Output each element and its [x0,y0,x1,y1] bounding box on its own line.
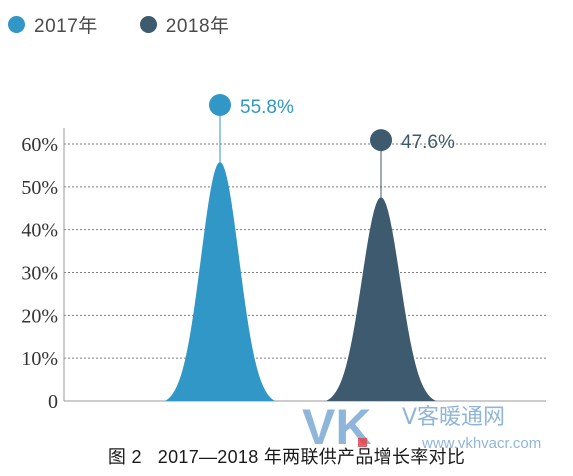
legend-swatch-2017 [8,15,25,33]
data-label: 55.8% [240,97,294,118]
watermark-site-name: V客暖通网 [402,405,505,430]
y-tick-label: 50% [21,177,58,199]
y-axis-ticks: 0 10% 20% 30% 40% 50% 60% [21,134,58,413]
watermark-url: www.vkhvacr.com [421,435,541,452]
peak-2017年 [165,162,275,401]
y-tick-label: 10% [21,348,58,370]
caption-text: 2017—2018 年两联供产品增长率对比 [157,447,466,467]
peak-marker [370,129,392,152]
legend-item-2017: 2017年 [8,11,98,38]
legend-label-2018: 2018年 [165,15,230,37]
grid-lines [64,143,546,359]
y-tick-label: 30% [21,263,58,285]
legend: 2017年 2018年 [8,10,272,38]
caption-figure-number: 图 2 [107,447,142,467]
peak-marker [209,93,231,116]
legend-label-2017: 2017年 [34,15,98,37]
peaks-layer: 55.8% 47.6% [165,93,455,401]
y-tick-label: 0 [48,391,58,413]
y-tick-label: 60% [21,134,58,156]
figure-caption: 图 2 2017—2018 年两联供产品增长率对比 [0,443,573,469]
y-tick-label: 20% [21,305,58,327]
watermark-logo: VK V客暖通网 www.vkhvacr.com [302,399,541,455]
data-label: 47.6% [401,132,455,153]
y-tick-label: 40% [21,220,58,242]
peak-2018年 [326,197,436,401]
legend-swatch-2018 [139,15,157,33]
legend-item-2018: 2018年 [139,11,230,38]
watermark-red-mark [358,438,367,447]
